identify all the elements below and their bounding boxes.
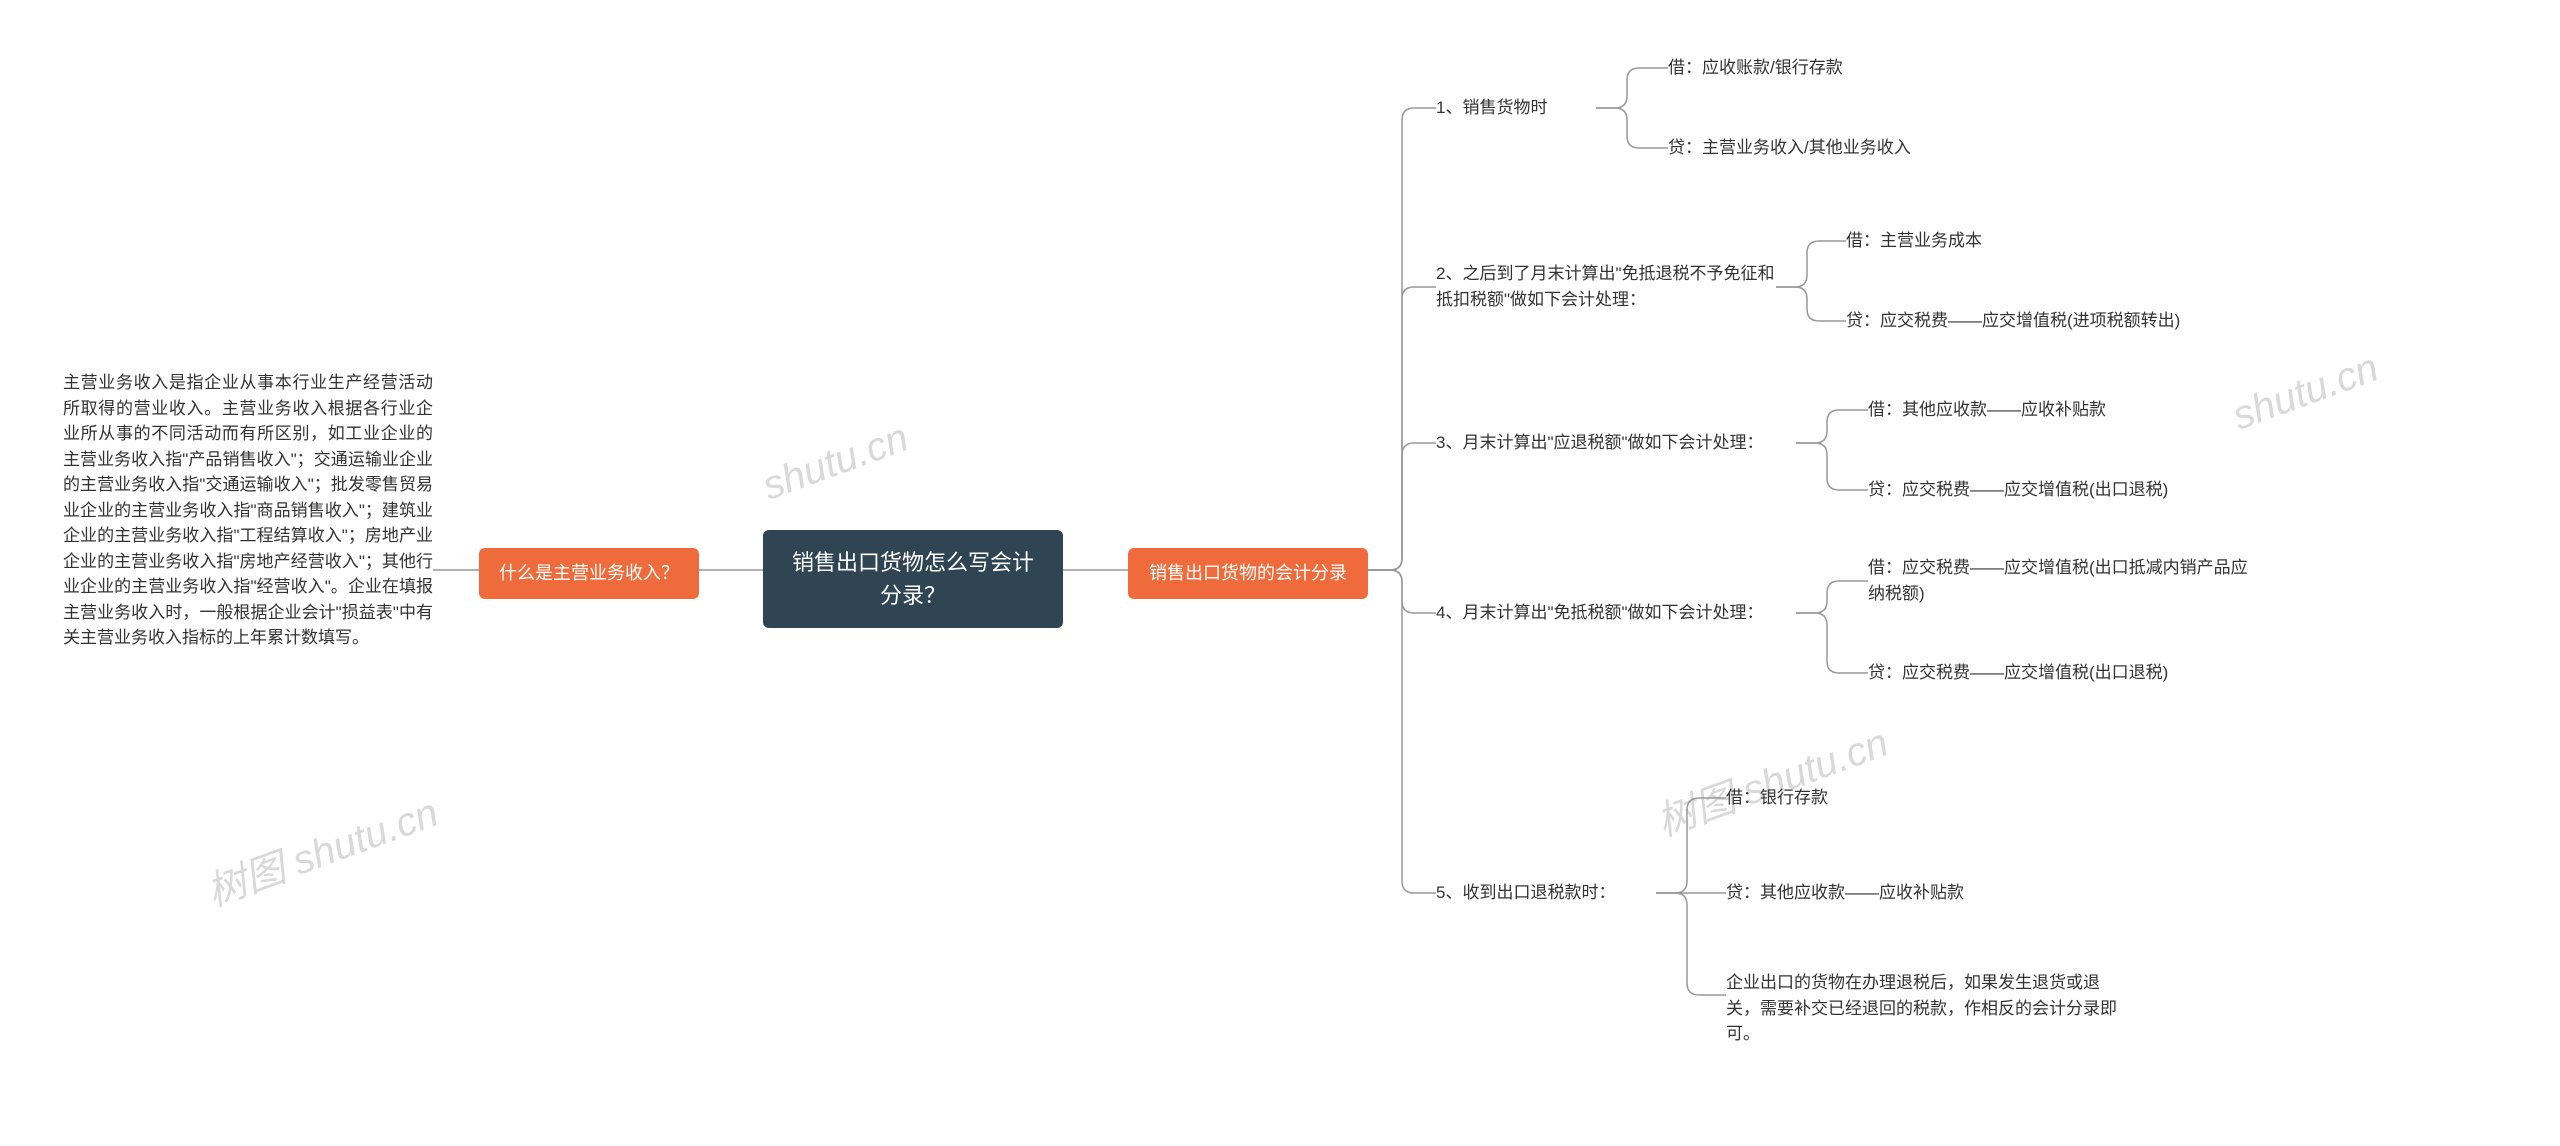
l3-leaf: 借：应交税费——应交增值税(出口抵减内销产品应纳税额) — [1868, 555, 2248, 606]
watermark: 树图 shutu.cn — [197, 780, 445, 917]
l3-leaf: 贷：应交税费——应交增值税(进项税额转出) — [1846, 308, 2266, 334]
right-branch-label: 销售出口货物的会计分录 — [1149, 563, 1347, 583]
l2-node-4[interactable]: 5、收到出口退税款时： — [1436, 880, 1656, 906]
l2-node-0[interactable]: 1、销售货物时 — [1436, 95, 1596, 121]
l3-leaf: 贷：应交税费——应交增值税(出口退税) — [1868, 660, 2248, 686]
l2-node-1[interactable]: 2、之后到了月末计算出"免抵退税不予免征和抵扣税额"做如下会计处理： — [1436, 261, 1776, 312]
left-branch[interactable]: 什么是主营业务收入？ — [479, 548, 699, 599]
l3-leaf: 借：银行存款 — [1726, 785, 1926, 811]
root-label: 销售出口货物怎么写会计分录？ — [792, 550, 1034, 608]
l3-leaf: 借：主营业务成本 — [1846, 228, 2146, 254]
left-branch-label: 什么是主营业务收入？ — [499, 563, 679, 583]
root-node[interactable]: 销售出口货物怎么写会计分录？ — [763, 530, 1063, 628]
l2-node-3[interactable]: 4、月末计算出"免抵税额"做如下会计处理： — [1436, 600, 1796, 626]
l3-leaf: 贷：主营业务收入/其他业务收入 — [1668, 135, 1968, 161]
l3-leaf: 贷：应交税费——应交增值税(出口退税) — [1868, 477, 2248, 503]
right-branch[interactable]: 销售出口货物的会计分录 — [1128, 548, 1368, 599]
left-text-block: 主营业务收入是指企业从事本行业生产经营活动所取得的营业收入。主营业务收入根据各行… — [63, 370, 433, 651]
l3-leaf: 贷：其他应收款——应收补贴款 — [1726, 880, 2046, 906]
l3-leaf: 借：其他应收款——应收补贴款 — [1868, 397, 2188, 423]
watermark: shutu.cn — [757, 415, 914, 509]
mindmap-canvas: 树图 shutu.cn shutu.cn 树图 shutu.cn shutu.c… — [0, 0, 2560, 1146]
watermark: 树图 shutu.cn — [1647, 710, 1895, 847]
watermark: shutu.cn — [2227, 345, 2384, 439]
l3-leaf: 借：应收账款/银行存款 — [1668, 55, 1968, 81]
l2-node-2[interactable]: 3、月末计算出"应退税额"做如下会计处理： — [1436, 430, 1796, 456]
l3-leaf: 企业出口的货物在办理退税后，如果发生退货或退关，需要补交已经退回的税款，作相反的… — [1726, 970, 2126, 1047]
